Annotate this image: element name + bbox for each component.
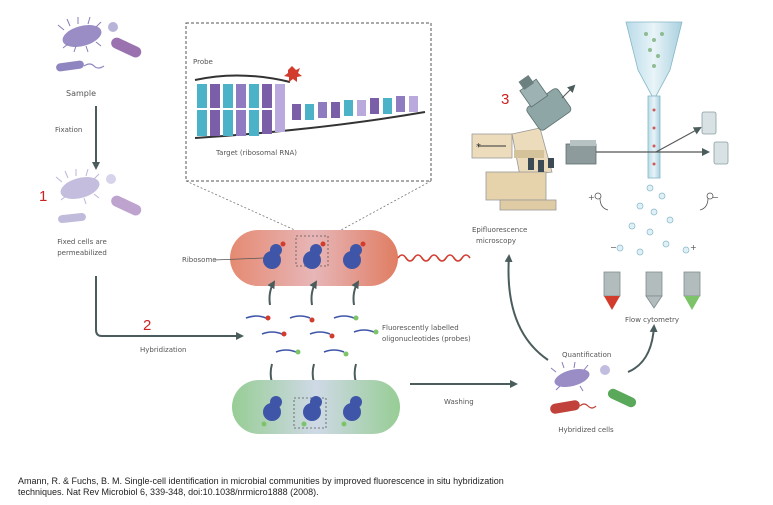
flow-plus-right: + xyxy=(690,243,697,252)
fixation-label: Fixation xyxy=(55,126,82,134)
free-probes xyxy=(245,315,379,357)
fixed-cells xyxy=(55,168,142,224)
release-arrows xyxy=(267,280,360,306)
flow-cytometry-label: Flow cytometry xyxy=(625,316,679,324)
epifluorescence-microscope: * xyxy=(471,74,576,211)
flow-cytometer xyxy=(565,21,729,310)
svg-text:*: * xyxy=(476,142,481,153)
probe-target-inset xyxy=(185,22,432,182)
epifluorescence-label-line2: microscopy xyxy=(476,237,516,245)
inset-leader-left xyxy=(185,180,309,237)
quantification-label: Quantification xyxy=(562,351,611,359)
probe-label: Probe xyxy=(193,58,213,66)
hybridization-label: Hybridization xyxy=(140,346,186,354)
step-number-1: 1 xyxy=(39,188,47,205)
citation-line-1: Amann, R. & Fuchs, B. M. Single-cell ide… xyxy=(18,476,504,486)
hybridized-cell-green xyxy=(232,380,400,434)
hybridized-cells-group xyxy=(550,361,637,414)
epifluorescence-label-line1: Epifluorescence xyxy=(472,226,527,234)
probes-label-line1: Fluorescently labelled xyxy=(382,324,459,332)
ribosome-label: Ribosome xyxy=(182,256,217,264)
target-label: Target (ribosomal RNA) xyxy=(215,149,297,157)
citation-line-2: techniques. Nat Rev Microbiol 6, 339-348… xyxy=(18,487,319,497)
inset-leader-right xyxy=(329,180,432,237)
to-flow-cytometry-arrow xyxy=(627,324,658,373)
sample-cells xyxy=(56,16,142,72)
to-microscopy-arrow xyxy=(504,254,549,361)
probes-label-line2: oligonucleotides (probes) xyxy=(382,335,471,343)
flow-plus-left: + xyxy=(588,193,595,202)
probe-strand xyxy=(194,66,302,108)
fixed-cells-label-line1: Fixed cells are xyxy=(57,238,107,246)
flow-minus-left: − xyxy=(610,243,617,252)
hybridized-cell-red xyxy=(230,230,471,286)
hybridized-cells-label: Hybridized cells xyxy=(558,426,614,434)
step-number-3: 3 xyxy=(501,91,509,108)
target-strand xyxy=(194,96,426,139)
ribosome-leader xyxy=(213,257,265,261)
sample-label: Sample xyxy=(66,89,96,98)
step-number-2: 2 xyxy=(143,317,151,334)
fixed-cells-label-line2: permeabilized xyxy=(57,249,107,257)
flow-minus-right: − xyxy=(712,193,719,202)
hybridization-arrow xyxy=(95,276,244,340)
washing-label: Washing xyxy=(444,398,474,406)
citation: Amann, R. & Fuchs, B. M. Single-cell ide… xyxy=(18,476,578,498)
